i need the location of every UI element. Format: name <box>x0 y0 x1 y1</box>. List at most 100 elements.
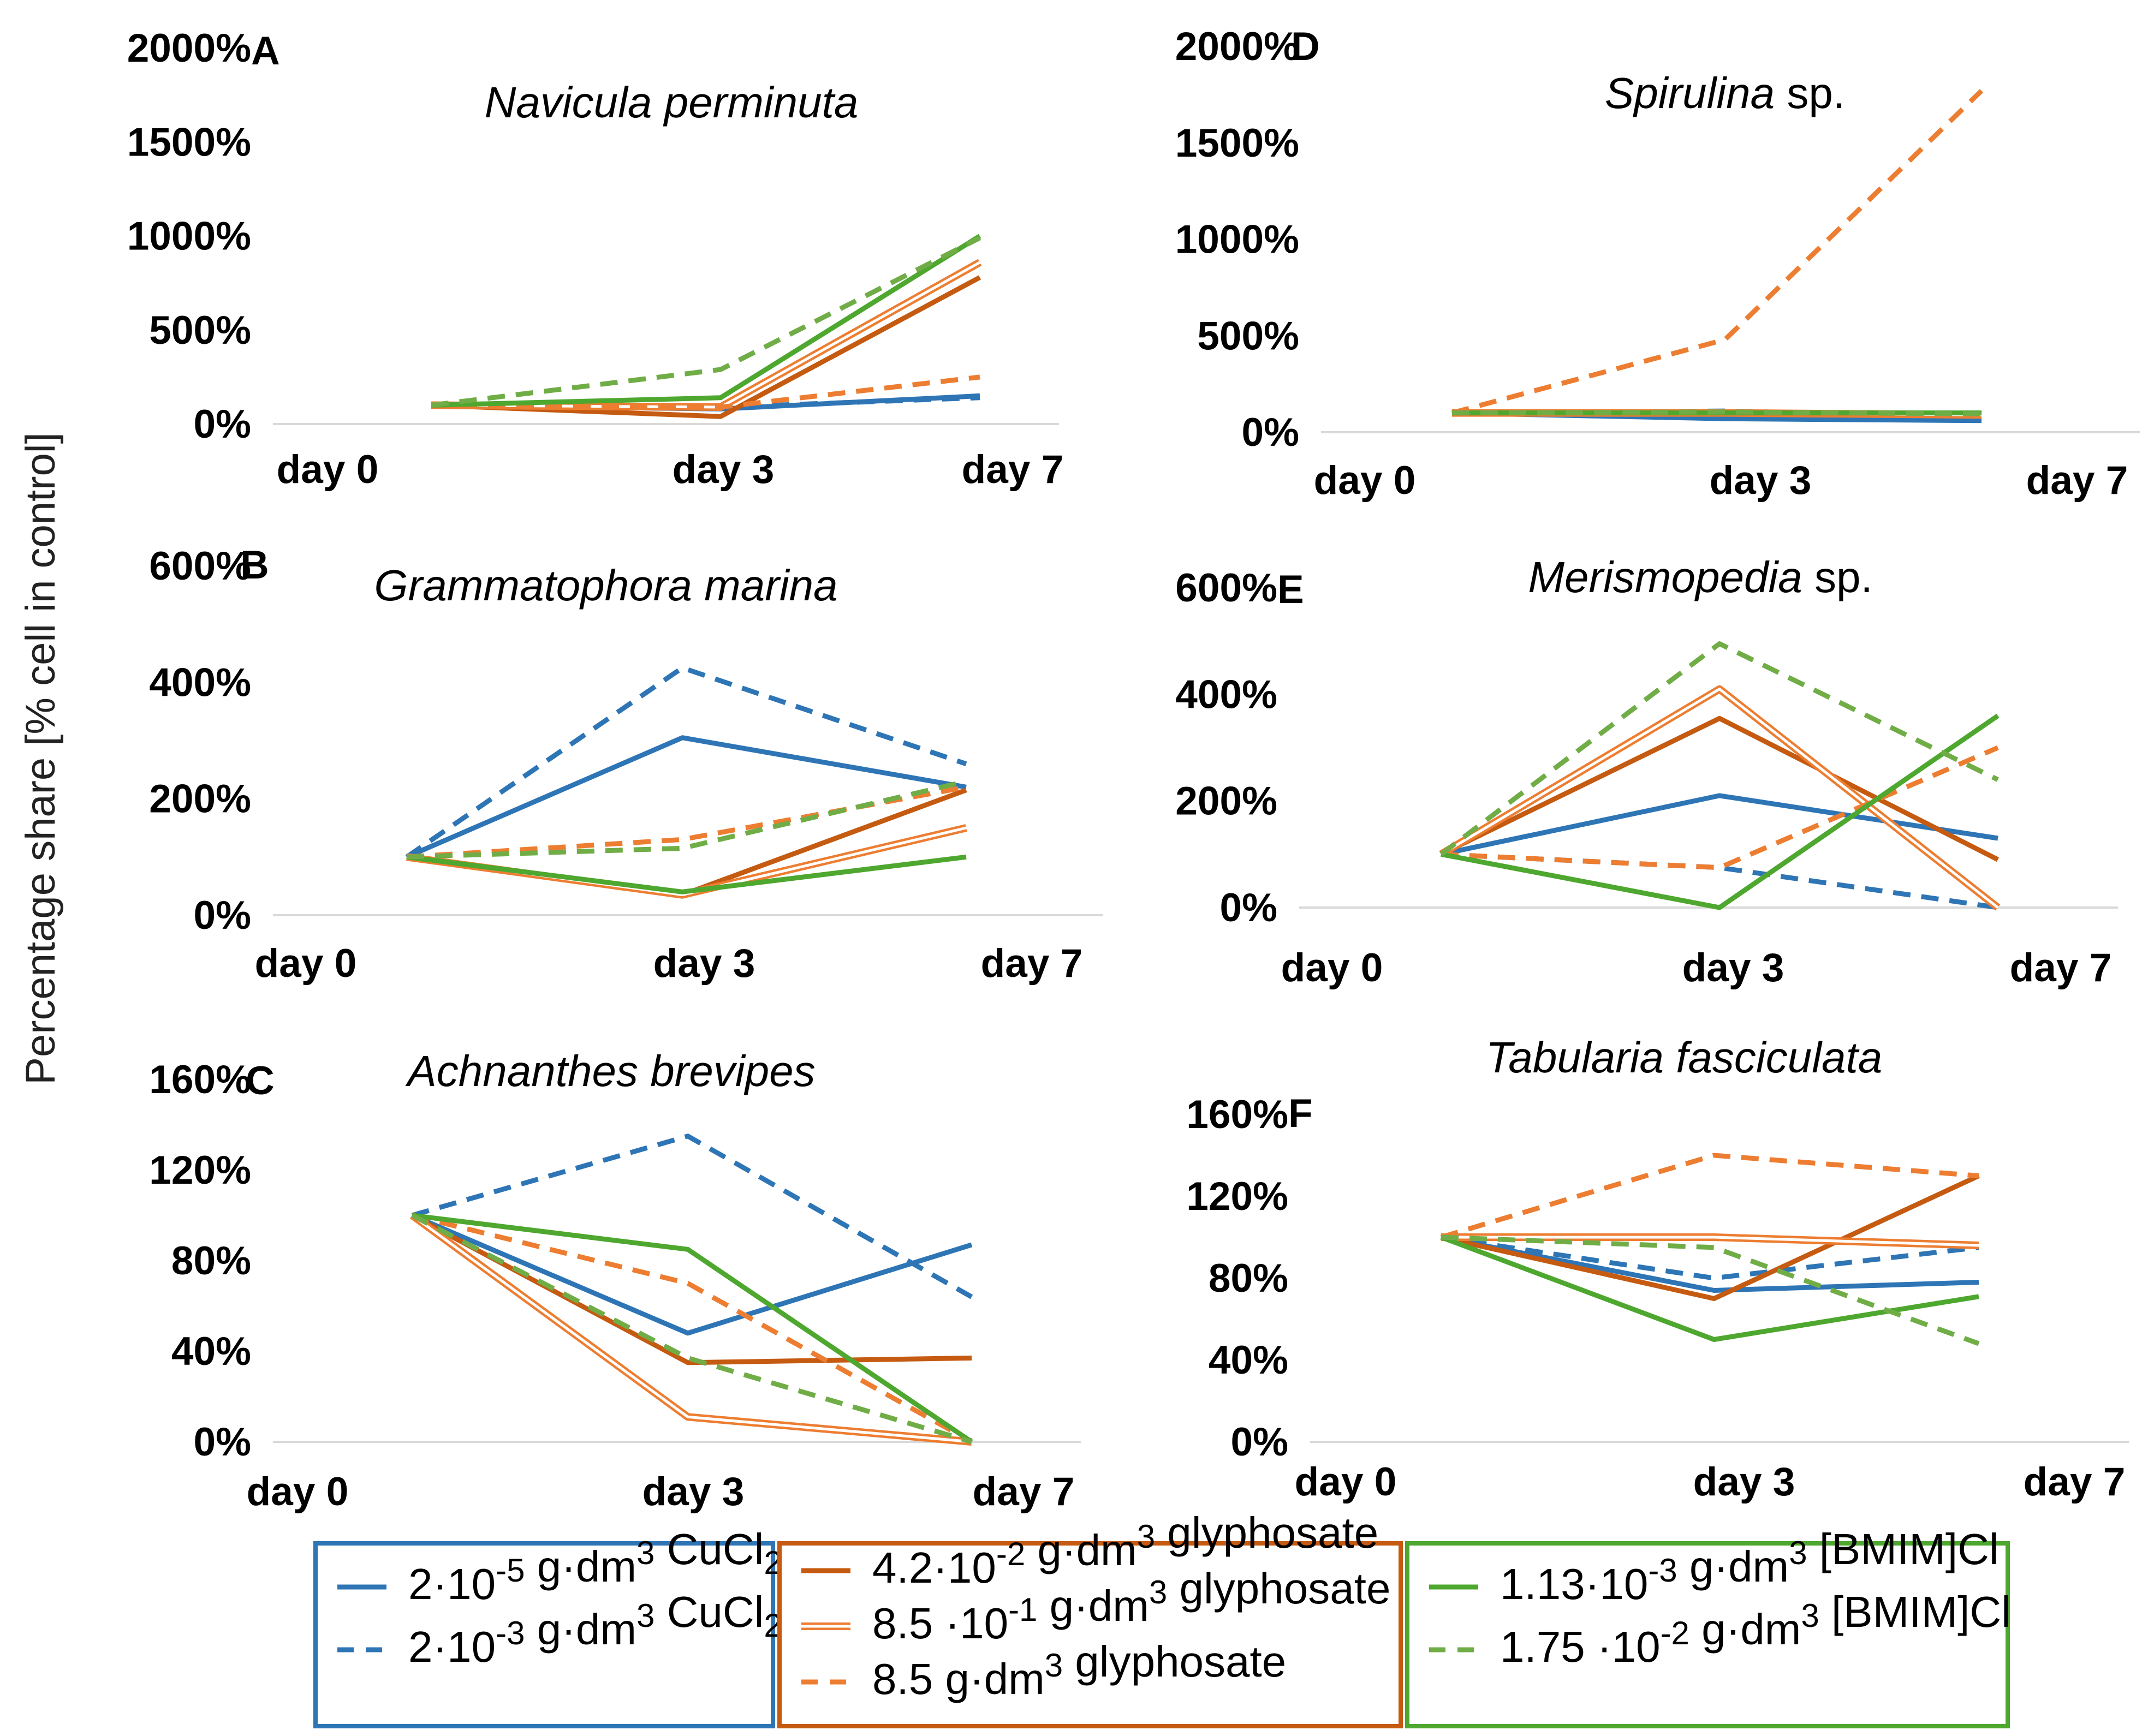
panel-f: 0% 40% 80% 120% 160% day 0 day 3 day 7 F Tabulari… <box>1186 1033 2129 1504</box>
series-line-il_high <box>406 779 967 860</box>
series-line-cu_low <box>1441 793 1998 857</box>
y-tick-label: 0% <box>193 1420 251 1464</box>
legend-unit: g·dm <box>1037 1582 1149 1630</box>
legend-unit: g·dm <box>525 1542 636 1591</box>
y-tick-label: 80% <box>1209 1256 1288 1300</box>
y-tick-label: 40% <box>171 1329 251 1374</box>
panel-letter: D <box>1291 25 1320 69</box>
legend-mantissa: 8.5 ·10 <box>872 1599 1008 1648</box>
series-line-il_high <box>431 235 981 408</box>
y-tick-label: 80% <box>171 1239 251 1283</box>
x-tick-label: day 0 <box>277 448 379 492</box>
y-tick-label: 200% <box>149 777 251 821</box>
panel-c: 0% 40% 80% 120% 160% day 0 day 3 day 7 C Achnanth… <box>149 1047 1081 1514</box>
y-tick-label: 0% <box>1219 886 1277 930</box>
y-tick-label: 500% <box>1197 314 1299 358</box>
panel-letter: F <box>1288 1091 1313 1136</box>
legend-unit: g·dm <box>525 1605 636 1654</box>
y-tick-label: 1000% <box>127 214 251 259</box>
series-line-gly_low <box>410 1213 972 1365</box>
x-tick-label: day 0 <box>255 941 357 986</box>
series-line-gly_low <box>1441 1173 1980 1301</box>
legend-unit-exponent: 3 <box>636 1597 654 1634</box>
panel-letter: B <box>240 543 269 587</box>
series-line-cu_high <box>1441 1234 1979 1281</box>
series-line-il_low <box>1441 713 2000 910</box>
legend-mantissa: 8.5 g·dm <box>872 1655 1045 1703</box>
legend-unit: g·dm <box>1025 1526 1137 1574</box>
panel-title: Merismopedia sp. <box>1528 553 1872 601</box>
legend-box <box>313 1541 775 1728</box>
legend-compound: [BMIM]Cl <box>1819 1588 2011 1636</box>
legend-label: 4.2·10-2 g·dm3 glyphosate <box>872 1508 1378 1592</box>
y-tick-label: 1000% <box>1175 218 1299 262</box>
series-line-gly_mid-inner <box>411 1214 972 1443</box>
panel-title-suffix: sp. <box>1775 69 1845 117</box>
panel-e: 0% 200% 400% 600% day 0 day 3 day 7 E Merismoped… <box>1175 553 2118 990</box>
legend-unit-exponent: 3 <box>636 1535 654 1571</box>
panel-title: Tabularia fasciculata <box>1486 1033 1882 1082</box>
y-tick-label: 0% <box>193 402 251 446</box>
legend-label: 2·10-3 g·dm3 CuCl2 <box>408 1588 782 1671</box>
series-line-gly_high <box>411 1213 973 1444</box>
panel-b: 0% 200% 400% 600% day 0 day 3 day 7 B Grammatoph… <box>149 543 1103 986</box>
x-tick-label: day 7 <box>973 1470 1075 1514</box>
x-tick-label: day 7 <box>2010 946 2112 990</box>
series-line-il_low <box>431 234 981 408</box>
series-line-cu_low <box>406 735 967 860</box>
legend-label: 2·10-5 g·dm3 CuCl2 <box>408 1525 782 1608</box>
x-tick-label: day 7 <box>2024 1460 2126 1504</box>
y-tick-label: 600% <box>1175 566 1277 610</box>
panel-d: 0% 500% 1000% 1500% 2000% day 0 day 3 day 7 D Spi… <box>1175 25 2140 503</box>
legend-compound: CuCl <box>654 1525 764 1573</box>
series-line-cu_low <box>1441 1234 1979 1293</box>
y-tick-label: 2000% <box>1175 25 1299 69</box>
legend-group: 1.13·10-3 g·dm3 [BMIM]Cl1.75 ·10-2 g·dm3… <box>1405 1525 2011 1728</box>
y-tick-label: 160% <box>1186 1093 1288 1137</box>
legend-box <box>1405 1541 2010 1728</box>
legend-unit-exponent: 3 <box>1801 1597 1819 1634</box>
panel-title-species: Merismopedia <box>1528 553 1802 601</box>
x-tick-label: day 3 <box>653 941 755 986</box>
legend-unit-exponent: 3 <box>1149 1574 1167 1610</box>
panels: 0% 500% 1000% 1500% 2000% day 0 day 3 day 7 A Nav… <box>127 25 2140 1514</box>
x-tick-label: day 0 <box>247 1470 349 1514</box>
series-line-il_low <box>406 854 967 894</box>
series-line-il_low <box>412 1213 973 1444</box>
panel-title: Achnanthes brevipes <box>405 1047 815 1095</box>
series-line-gly_low <box>1440 715 2000 862</box>
panel-title-species: Spirulina <box>1605 69 1775 117</box>
y-tick-label: 600% <box>149 544 251 588</box>
series-line-il_high <box>1441 1234 1980 1346</box>
legend-exponent: -3 <box>1648 1552 1677 1589</box>
legend-mantissa: 4.2·10 <box>872 1543 996 1592</box>
series-line-gly_mid-inner <box>1440 688 1999 909</box>
legend-exponent: -2 <box>996 1536 1025 1572</box>
legend-label: 1.13·10-3 g·dm3 [BMIM]Cl <box>1500 1525 1999 1608</box>
legend-compound: glyphosate <box>1155 1508 1378 1557</box>
x-tick-label: day 3 <box>1693 1460 1795 1504</box>
y-tick-label: 2000% <box>127 26 251 70</box>
panel-a: 0% 500% 1000% 1500% 2000% day 0 day 3 day 7 A Nav… <box>127 26 1064 492</box>
legend-box <box>777 1541 1403 1728</box>
legend-label: 8.5 ·10-1 g·dm3 glyphosate <box>872 1564 1390 1648</box>
y-tick-label: 1500% <box>127 120 251 164</box>
legend-mantissa: 2·10 <box>408 1560 496 1608</box>
series-line-gly_high <box>431 374 980 410</box>
panel-letter: A <box>251 29 280 73</box>
panel-title-species: Navicula perminuta <box>485 78 859 127</box>
legend-unit: g·dm <box>1689 1605 1801 1654</box>
y-tick-label: 40% <box>1209 1338 1288 1382</box>
x-tick-label: day 3 <box>673 448 775 492</box>
x-tick-label: day 7 <box>2026 458 2128 503</box>
legend-unit-exponent: 3 <box>1137 1518 1155 1555</box>
legend-unit-exponent: 3 <box>1789 1535 1807 1571</box>
panel-title-species: Grammatophora marina <box>374 561 837 610</box>
legend-exponent: -1 <box>1008 1591 1037 1628</box>
y-tick-label: 400% <box>149 660 251 705</box>
panel-title: Navicula perminuta <box>485 78 859 127</box>
legend-exponent: -5 <box>496 1552 525 1589</box>
legend-compound: [BMIM]Cl <box>1807 1525 1999 1573</box>
